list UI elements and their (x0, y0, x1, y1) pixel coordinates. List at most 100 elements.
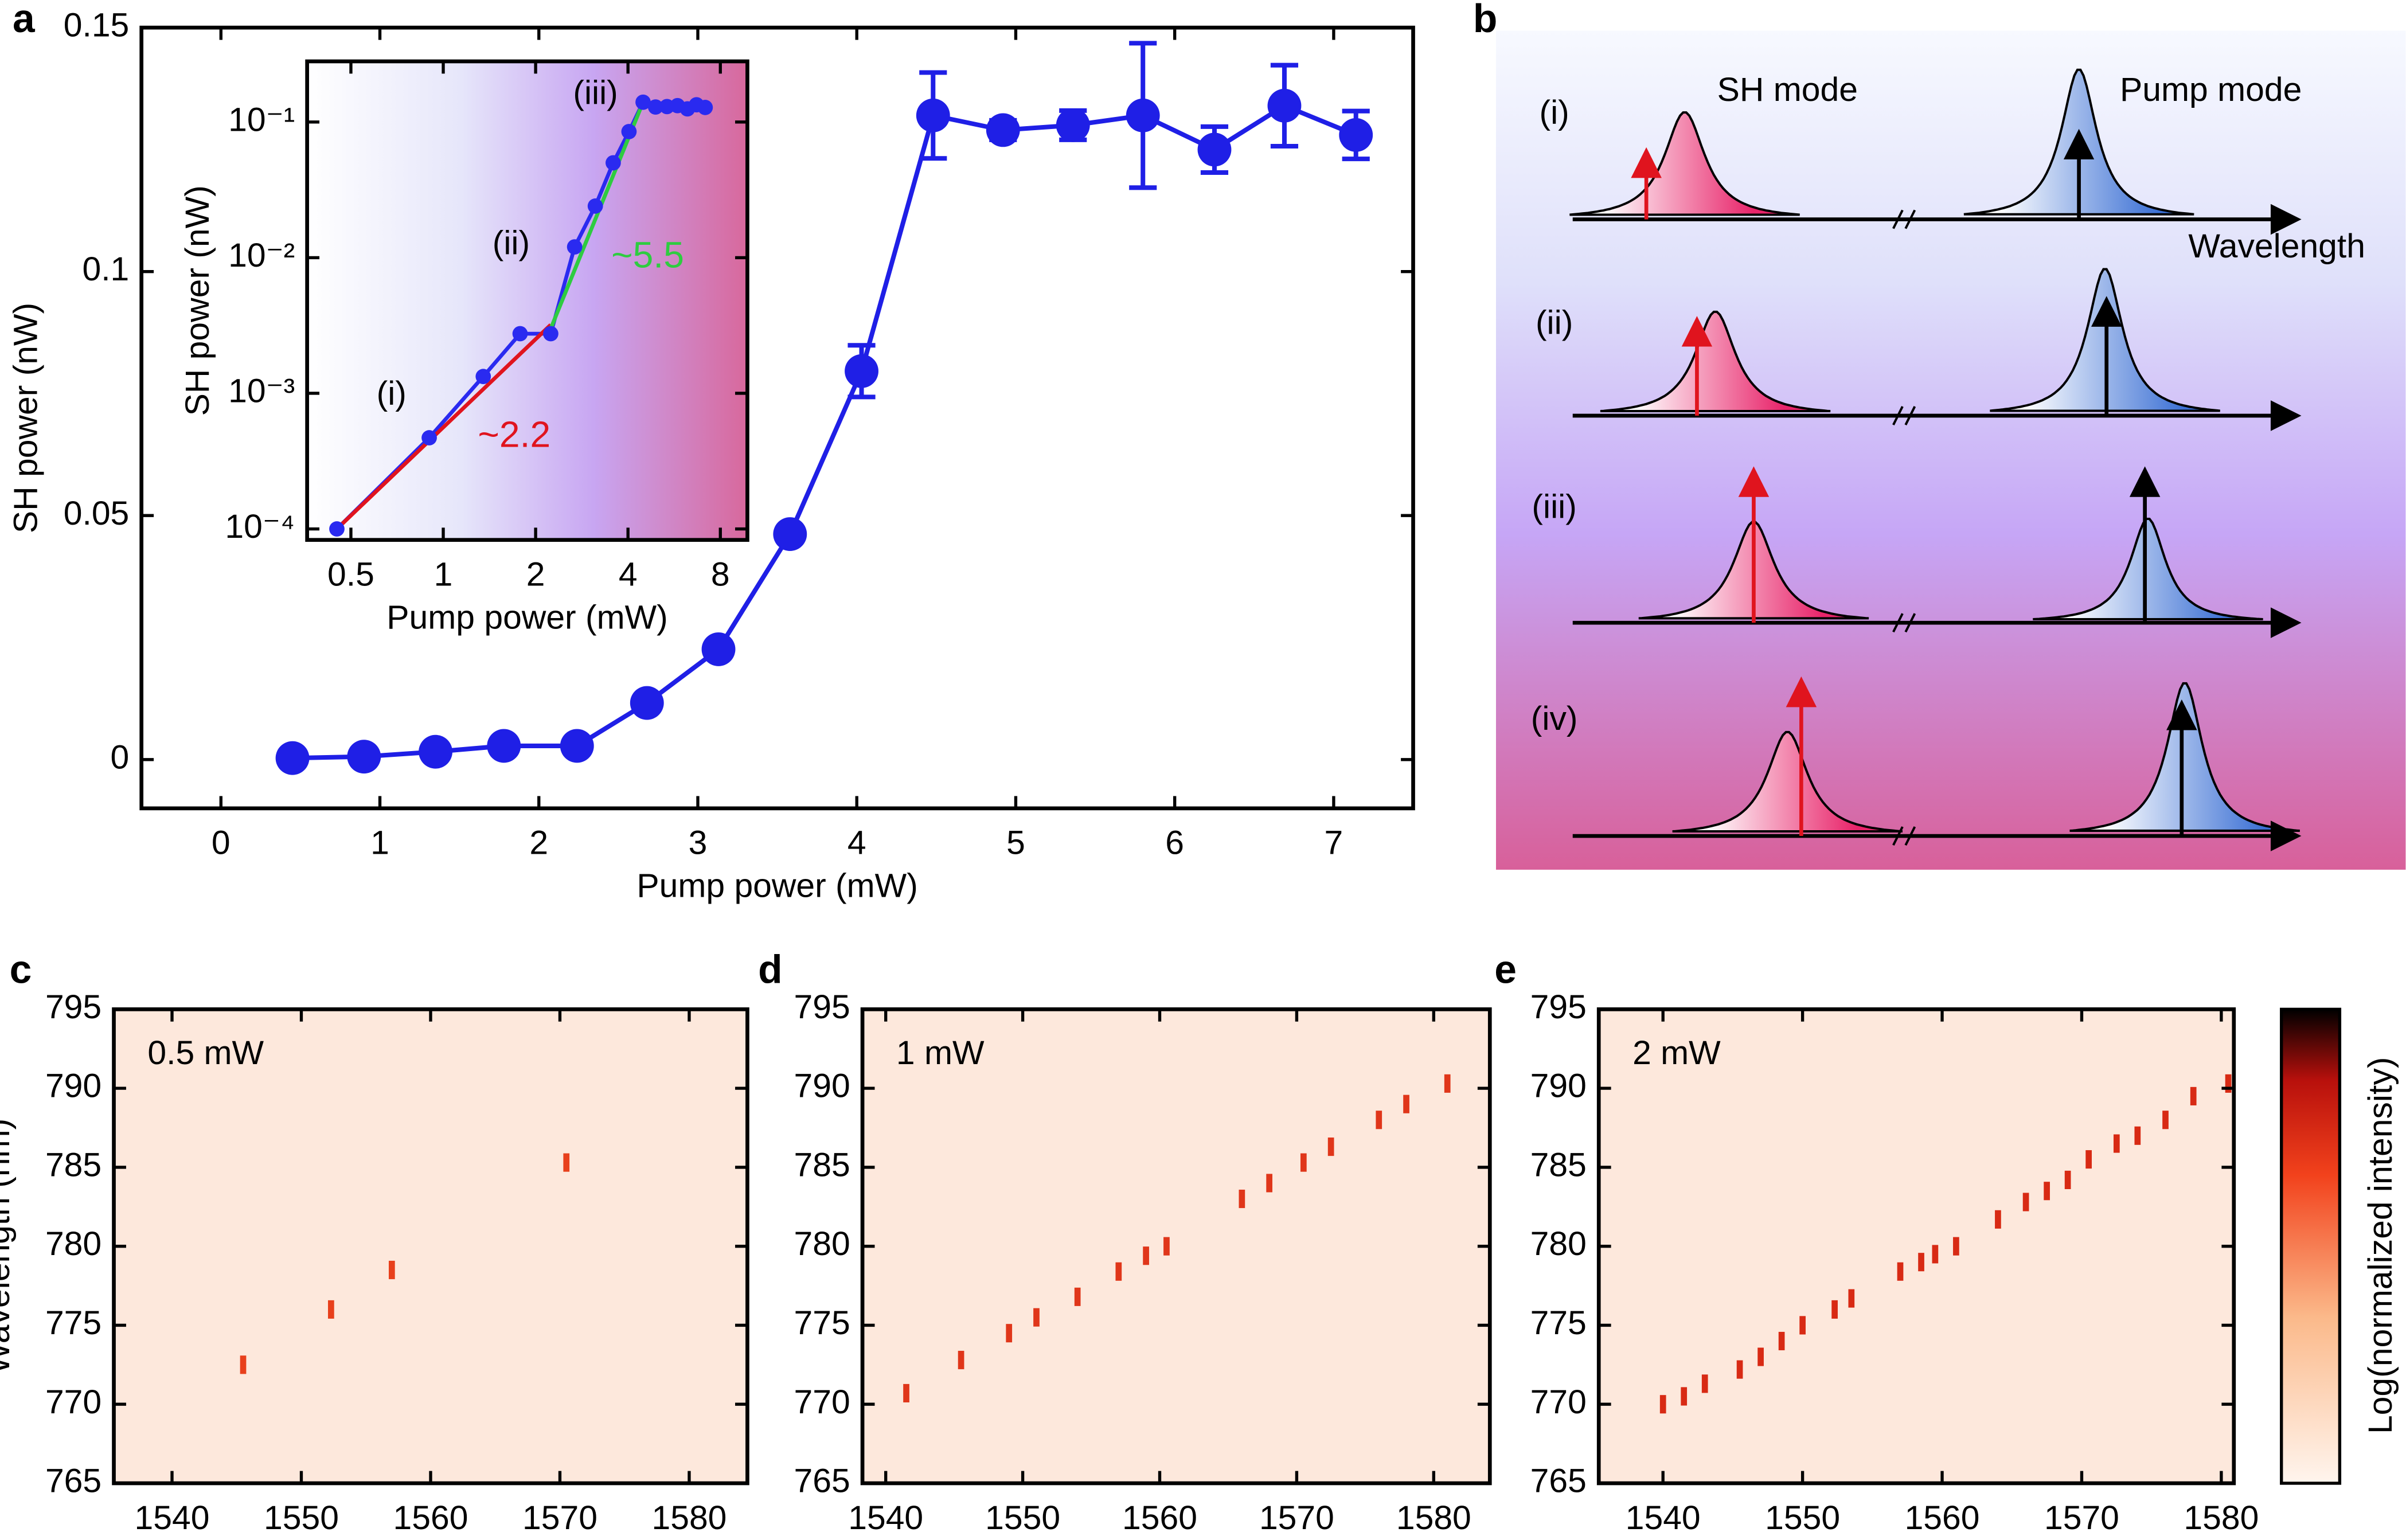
y-tick-label: 0.1 (82, 251, 129, 288)
x-tick-label: 1550 (264, 1499, 339, 1537)
x-tick-label: 2 (529, 824, 548, 862)
x-tick-label: 1550 (985, 1499, 1060, 1537)
panel-annotation: 2 mW (1632, 1034, 1721, 1072)
heatmap-spot (1033, 1308, 1040, 1327)
heatmap-spot (2022, 1193, 2029, 1211)
data-point (1267, 88, 1302, 123)
x-tick-label: 1540 (135, 1499, 210, 1537)
heatmap-spot (1918, 1253, 1924, 1272)
pump-mode-label: Pump mode (2120, 71, 2302, 108)
heatmap-spot (2190, 1086, 2197, 1105)
data-point (1126, 98, 1160, 132)
fit-label: ~2.2 (478, 413, 550, 455)
heatmap-spot (2134, 1126, 2141, 1145)
data-point (421, 430, 437, 445)
row-label: (ii) (1536, 304, 1573, 342)
y-tick-label: 10⁻³ (228, 373, 295, 410)
data-point (647, 99, 663, 115)
y-tick-label: 790 (45, 1068, 101, 1105)
x-tick-label: 6 (1165, 824, 1184, 862)
data-point (916, 98, 950, 132)
data-point (621, 124, 637, 139)
data-point (543, 326, 558, 342)
heatmap-spot (1239, 1189, 1245, 1209)
x-tick-label: 0.5 (327, 556, 374, 593)
panel-letter: a (13, 0, 36, 41)
plot-frame (305, 59, 749, 542)
y-tick-label: 785 (794, 1146, 850, 1183)
row-label: (iii) (1532, 488, 1576, 526)
x-tick-label: 1 (370, 824, 389, 862)
x-tick-label: 1560 (1122, 1499, 1197, 1537)
y-tick-label: 10⁻¹ (228, 101, 295, 138)
heatmap-spot (1953, 1237, 1959, 1256)
heatmap-spot (1932, 1245, 1939, 1264)
x-tick-label: 0 (212, 824, 231, 862)
annotation: (iii) (573, 74, 618, 111)
data-point (630, 686, 664, 720)
y-tick-label: 785 (45, 1146, 101, 1183)
heatmap-spot (958, 1351, 964, 1370)
row-label: (iv) (1531, 700, 1578, 737)
fit-label: ~5.5 (611, 234, 684, 275)
heatmap-spot (1403, 1095, 1409, 1113)
sh-mode-label: SH mode (1717, 71, 1858, 108)
data-point (1339, 118, 1373, 152)
heatmap-spot (2064, 1170, 2071, 1189)
y-tick-label: 765 (1530, 1463, 1587, 1500)
data-point (986, 113, 1020, 147)
mode-peak (1672, 730, 1903, 833)
heatmap-spot (1995, 1210, 2001, 1229)
data-point (419, 734, 452, 769)
heatmap-spot (1143, 1246, 1149, 1265)
x-tick-label: 5 (1006, 824, 1025, 862)
heatmap-spot (2225, 1074, 2232, 1093)
heatmap-spot (328, 1300, 334, 1319)
panel-letter: d (758, 947, 782, 992)
panel-letter: b (1473, 0, 1497, 41)
x-tick-label: 1570 (522, 1499, 597, 1537)
plot-frame (139, 25, 1415, 811)
mode-peak (1569, 111, 1800, 216)
y-tick-label: 780 (45, 1225, 101, 1263)
heatmap-spot (1300, 1153, 1307, 1172)
heatmap-spot (1897, 1262, 1904, 1281)
x-tick-label: 4 (619, 556, 638, 593)
y-tick-label: 795 (1530, 988, 1587, 1026)
heatmap-background (1599, 1009, 2234, 1484)
heatmap-spot (1659, 1395, 1666, 1414)
diagram-background (1495, 30, 2406, 870)
data-point (347, 740, 381, 774)
data-point (635, 94, 651, 110)
x-tick-label: 1560 (393, 1499, 468, 1537)
x-tick-label: 1580 (2184, 1499, 2259, 1537)
y-tick-label: 775 (45, 1304, 101, 1342)
inset-background (307, 61, 748, 540)
y-tick-label: 770 (45, 1383, 101, 1421)
wavelength-label: Wavelength (2188, 228, 2365, 265)
x-tick-label: 1550 (1765, 1499, 1840, 1537)
axis-break (1892, 613, 1916, 633)
x-tick-label: 1 (434, 556, 453, 593)
y-tick-label: 780 (794, 1225, 850, 1263)
y-tick-label: 790 (1530, 1068, 1587, 1105)
heatmap-background (114, 1009, 748, 1484)
data-point (275, 741, 310, 775)
heatmap-spot (1799, 1316, 1806, 1335)
heatmap-spot (1115, 1262, 1122, 1281)
heatmap-spot (2044, 1182, 2050, 1201)
mode-peak (2069, 682, 2300, 832)
data-point (587, 198, 603, 214)
y-tick-label: 770 (794, 1383, 850, 1421)
data-point (329, 521, 345, 537)
x-tick-label: 8 (711, 556, 730, 593)
x-tick-label: 4 (847, 824, 866, 862)
data-point (606, 155, 621, 171)
y-tick-label: 795 (794, 988, 850, 1026)
fit-line (549, 101, 645, 330)
heatmap-spot (1006, 1324, 1013, 1343)
panel-annotation: 1 mW (896, 1034, 985, 1072)
data-point (1056, 108, 1090, 142)
y-axis-label: Wavelength (nm) (0, 1119, 17, 1374)
